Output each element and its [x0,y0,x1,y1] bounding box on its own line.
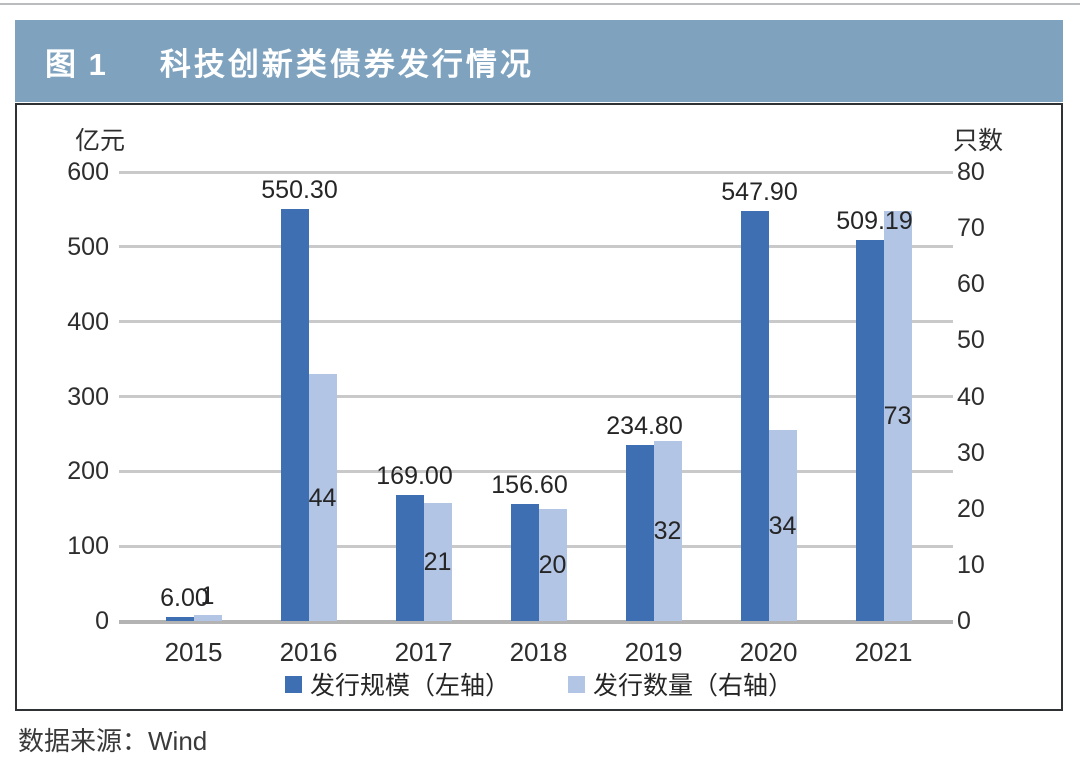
count-bar-2017 [423,503,452,621]
gridline-500 [119,245,953,249]
figure-header: 图 1 科技创新类债券发行情况 [15,20,1063,102]
count-label-2017: 21 [423,548,452,577]
count-bar-2019 [653,441,682,621]
left-axis-tick-500: 500 [67,232,109,261]
value-label-2019: 234.80 [606,412,683,441]
count-label-2015: 1 [200,582,215,611]
gridline-200 [119,469,953,473]
scale-bar-2015 [165,616,194,621]
count-label-2019: 32 [653,517,682,546]
count-bar-2020 [768,430,797,621]
left-axis-tick-100: 100 [67,532,109,561]
scale-bar-2018 [510,503,539,621]
left-axis-tick-400: 400 [67,307,109,336]
right-axis-tick-60: 60 [957,270,985,299]
count-label-2016: 44 [308,483,337,512]
count-bar-2015 [193,615,222,621]
right-axis-unit: 只数 [953,127,1004,155]
right-axis-tick-30: 30 [957,438,985,467]
right-axis-tick-20: 20 [957,494,985,523]
scale-bar-2021 [855,239,884,621]
chart: 亿元 只数 600 500 400 300 200 100 0 80 70 60 50 40 30 20 1… [15,103,1063,711]
gridline-600 [119,170,953,174]
legend-label: 发行数量（右轴） [593,672,794,700]
year-label-2018: 2018 [509,637,568,667]
value-label-2021: 509.19 [836,206,913,235]
scale-bar-2020 [740,210,769,621]
top-divider [0,3,1080,5]
value-label-2015: 6.00 [160,583,209,612]
right-axis-tick-40: 40 [957,382,985,411]
value-label-2018: 156.60 [491,470,568,499]
legend: 发行规模（左轴） 发行数量（右轴） [17,666,1061,702]
year-label-2021: 2021 [854,637,913,667]
figure-number: 图 1 [45,46,108,82]
legend-label: 发行规模（左轴） [309,672,510,700]
year-label-2017: 2017 [394,637,453,667]
count-bar-2021 [883,211,912,621]
right-axis-tick-10: 10 [957,550,985,579]
gridline-300 [119,395,953,398]
year-label-2016: 2016 [279,637,338,667]
scale-bar-2017 [395,494,424,621]
legend-item-0: 发行规模（左轴） [284,666,510,702]
left-axis-unit: 亿元 [75,127,126,155]
figure-title: 科技创新类债券发行情况 [159,46,534,82]
right-axis-tick-50: 50 [957,326,985,355]
year-label-2015: 2015 [164,637,223,667]
gridline-400 [119,320,953,324]
scale-bar-2019 [625,445,654,621]
right-axis-tick-70: 70 [957,214,985,243]
scale-bar-2016 [280,209,309,621]
count-label-2021: 73 [883,402,912,431]
left-axis-tick-0: 0 [95,607,109,635]
legend-item-1: 发行数量（右轴） [568,666,793,702]
year-label-2019: 2019 [624,637,683,667]
left-axis-tick-300: 300 [67,382,109,411]
value-label-2020: 547.90 [721,177,798,206]
count-bar-2016 [308,374,337,621]
value-label-2017: 169.00 [376,461,453,490]
count-label-2018: 20 [538,550,567,579]
value-label-2016: 550.30 [261,176,338,205]
left-axis-tick-200: 200 [67,457,109,486]
count-bar-2018 [538,508,567,621]
right-axis-tick-80: 80 [957,158,985,186]
count-label-2020: 34 [768,511,797,540]
gridline-0 [119,619,953,624]
left-axis-tick-600: 600 [67,158,109,186]
source-note: 数据来源：Wind [18,726,208,756]
right-axis-tick-0: 0 [957,607,971,635]
legend-swatch-icon [568,675,585,693]
legend-swatch-icon [284,675,302,693]
year-label-2020: 2020 [739,637,798,667]
